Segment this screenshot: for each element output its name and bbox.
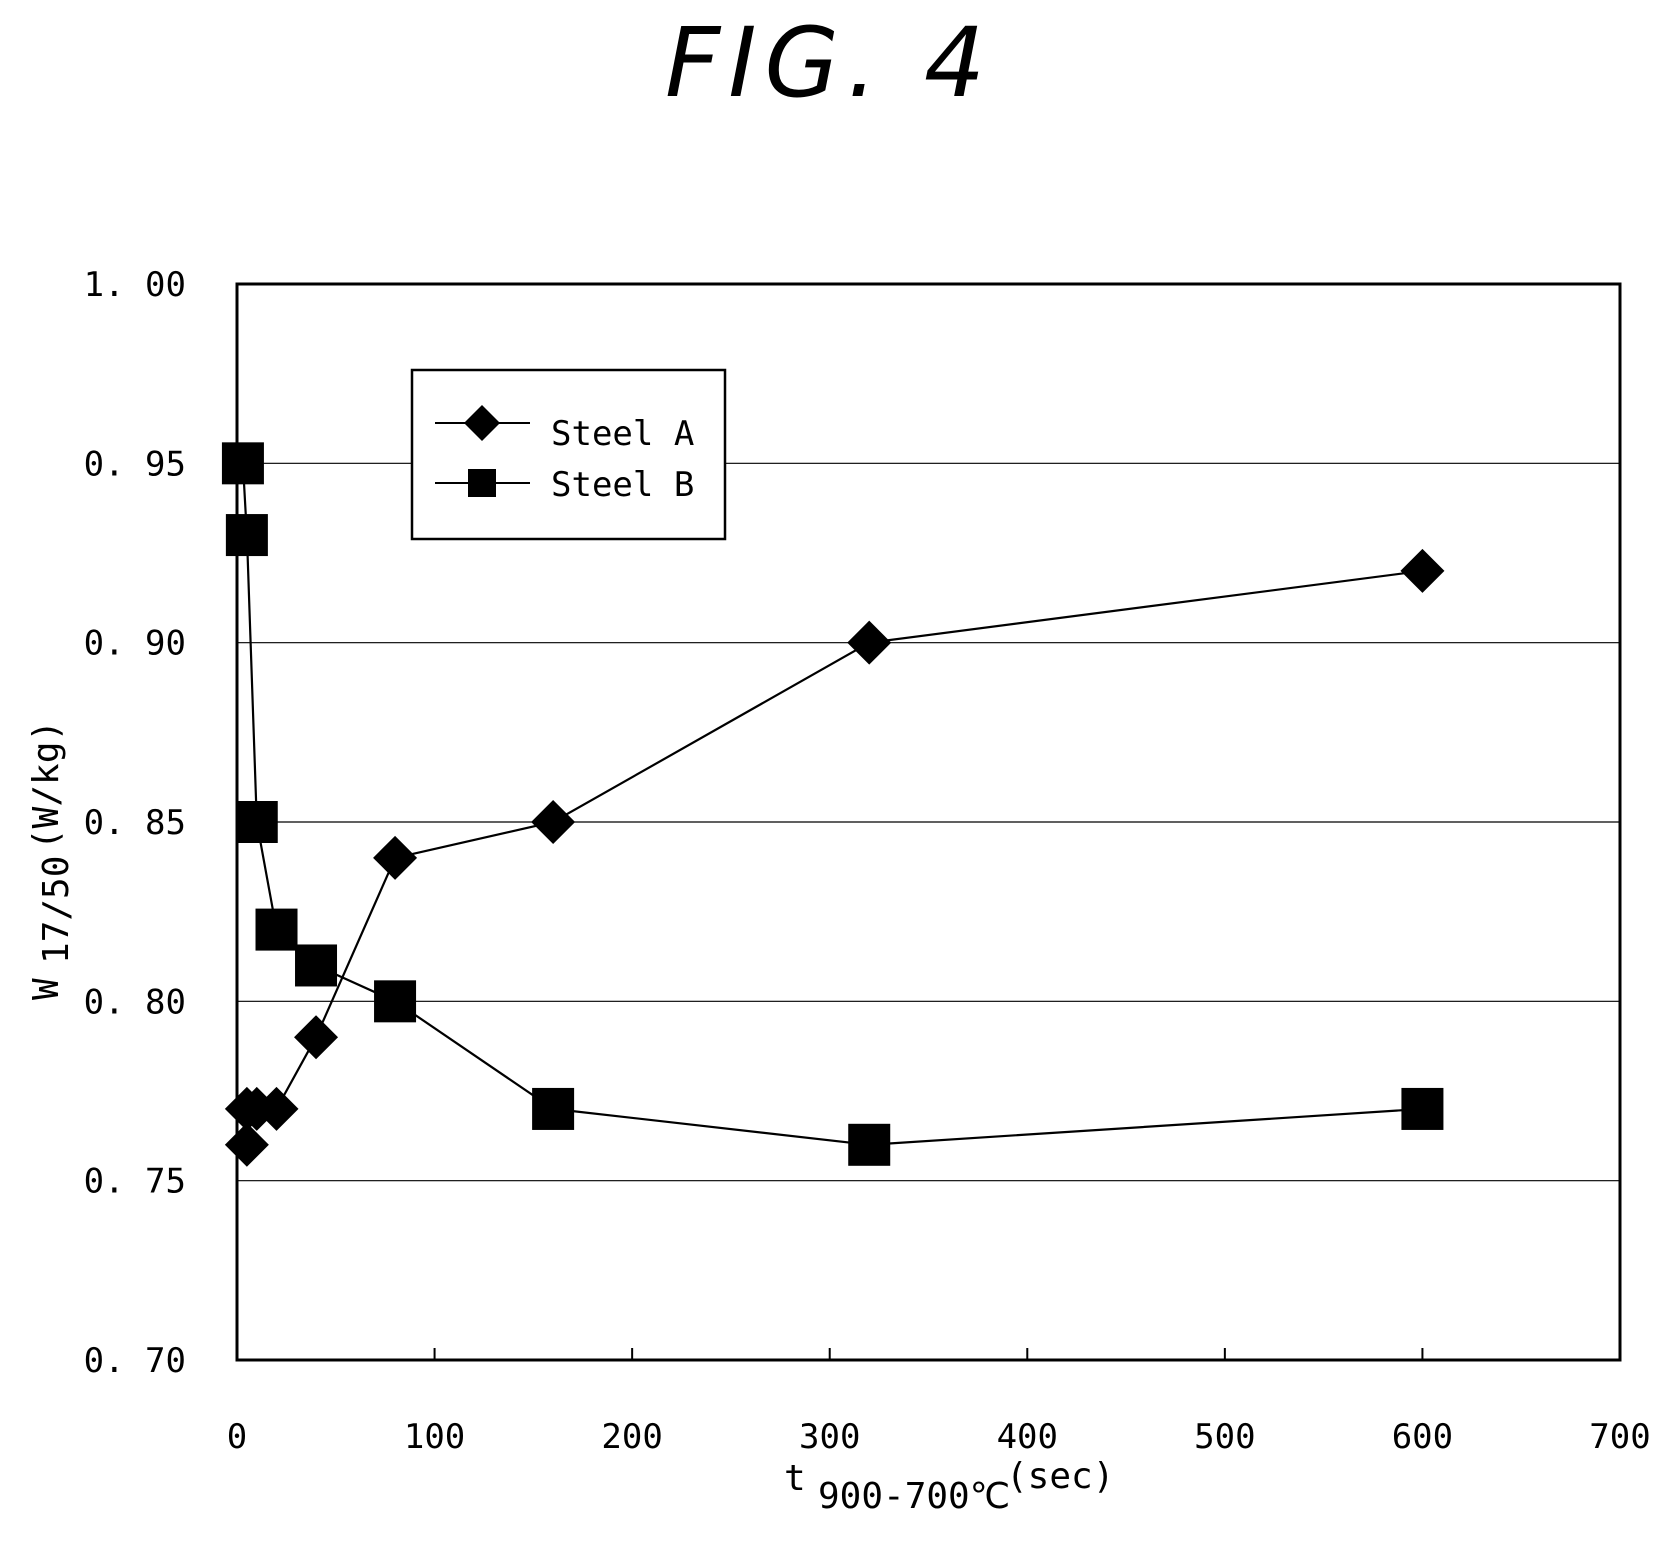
y-tick-label: 0. 80 bbox=[84, 982, 186, 1022]
data-point-steel-a bbox=[254, 1086, 299, 1131]
y-axis-title-main: W bbox=[26, 978, 67, 1000]
y-axis-title-unit: (W/kg) bbox=[26, 720, 67, 850]
y-axis-title-sub: 17/50 bbox=[36, 856, 77, 964]
series-markers bbox=[221, 442, 1445, 1167]
x-axis: 0 100 200 300 400 500 600 700 bbox=[227, 1348, 1651, 1457]
y-tick-label: 0. 75 bbox=[84, 1162, 186, 1202]
data-point-steel-b bbox=[1401, 1087, 1444, 1130]
y-tick-label: 0. 90 bbox=[84, 624, 186, 664]
legend-box bbox=[410, 368, 727, 541]
data-point-steel-a bbox=[531, 800, 576, 844]
data-point-steel-a bbox=[847, 620, 892, 665]
x-tick-label: 200 bbox=[601, 1417, 662, 1457]
legend-label-steel-b: Steel B bbox=[551, 465, 694, 505]
x-axis-title-sub: 900-700℃ bbox=[818, 1476, 1010, 1517]
x-tick-label: 100 bbox=[404, 1417, 465, 1457]
gridlines bbox=[237, 462, 1620, 1182]
data-point-steel-b bbox=[221, 442, 264, 485]
data-point-steel-b bbox=[235, 801, 278, 843]
y-axis: 0. 70 0. 75 0. 80 0. 85 0. 90 0. 95 1. 00 bbox=[84, 265, 186, 1381]
legend-label-steel-a: Steel A bbox=[551, 414, 694, 454]
legend: Steel A Steel B bbox=[410, 368, 727, 541]
data-point-steel-b bbox=[255, 908, 298, 951]
data-point-steel-b bbox=[225, 514, 268, 557]
series-lines bbox=[241, 463, 1423, 1146]
data-point-steel-b bbox=[295, 944, 338, 987]
figure-label: FIG. 4 bbox=[664, 7, 994, 119]
data-point-steel-a bbox=[294, 1015, 339, 1060]
x-tick-label: 700 bbox=[1589, 1417, 1650, 1457]
y-tick-label: 0. 85 bbox=[84, 803, 186, 843]
series-line-steel-b bbox=[241, 463, 1423, 1146]
x-tick-label: 400 bbox=[997, 1417, 1058, 1457]
x-tick-label: 300 bbox=[799, 1417, 860, 1457]
x-tick-label: 0 bbox=[227, 1417, 247, 1457]
x-axis-title-main: t bbox=[784, 1458, 806, 1499]
legend-marker-steel-a bbox=[464, 405, 500, 441]
y-tick-label: 0. 95 bbox=[84, 444, 186, 484]
data-point-steel-b bbox=[848, 1123, 891, 1166]
legend-marker-steel-b bbox=[468, 469, 496, 497]
data-point-steel-a bbox=[1400, 548, 1445, 593]
data-point-steel-b bbox=[374, 980, 417, 1023]
y-tick-label: 0. 70 bbox=[84, 1341, 186, 1381]
x-axis-title-unit: (sec) bbox=[1006, 1456, 1114, 1497]
data-point-steel-b bbox=[532, 1087, 575, 1130]
x-tick-label: 500 bbox=[1194, 1417, 1255, 1457]
x-tick-label: 600 bbox=[1392, 1417, 1453, 1457]
data-point-steel-a bbox=[224, 1122, 269, 1167]
data-point-steel-a bbox=[373, 835, 418, 880]
series-line-steel-a bbox=[245, 569, 1423, 1145]
y-tick-label: 1. 00 bbox=[84, 265, 186, 305]
